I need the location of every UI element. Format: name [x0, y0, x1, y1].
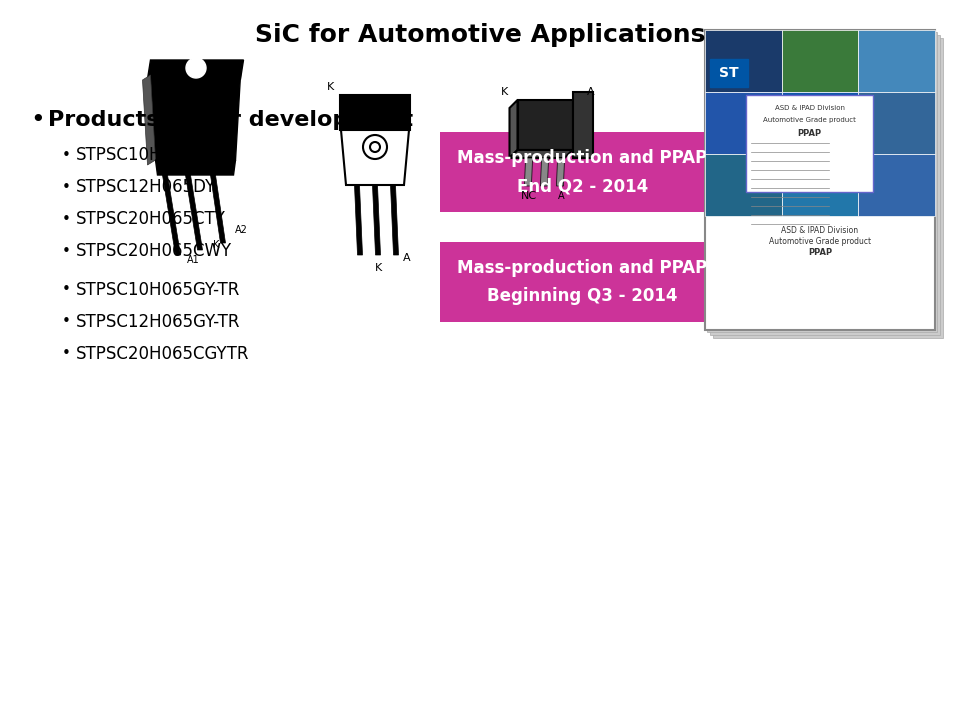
- Bar: [858, 92, 935, 154]
- Text: A: A: [558, 191, 564, 201]
- Bar: [710, 35, 940, 335]
- Polygon shape: [391, 185, 398, 255]
- Text: Mass-production and PPAP: Mass-production and PPAP: [457, 259, 708, 277]
- Polygon shape: [510, 150, 572, 158]
- Text: A: A: [587, 87, 594, 97]
- Bar: [747, 95, 873, 192]
- FancyBboxPatch shape: [440, 132, 725, 212]
- Text: STPSC12H065DY: STPSC12H065DY: [76, 178, 216, 196]
- Text: STPSC12H065GY-TR: STPSC12H065GY-TR: [76, 313, 241, 331]
- Polygon shape: [142, 75, 156, 165]
- Text: K: K: [213, 240, 220, 250]
- Text: STPSC20H065CGYTR: STPSC20H065CGYTR: [76, 345, 250, 363]
- Text: STPSC20H065CTY: STPSC20H065CTY: [76, 210, 226, 228]
- Polygon shape: [557, 158, 564, 186]
- Text: •: •: [62, 212, 71, 227]
- Text: A2: A2: [235, 225, 248, 235]
- Text: STPSC10H065GY-TR: STPSC10H065GY-TR: [76, 281, 240, 299]
- Circle shape: [363, 135, 387, 159]
- Polygon shape: [162, 175, 180, 255]
- Circle shape: [186, 58, 206, 78]
- Text: Beginning Q3 - 2014: Beginning Q3 - 2014: [488, 287, 678, 305]
- Bar: [710, 59, 748, 87]
- Bar: [707, 32, 937, 332]
- Text: STPSC10H065DY: STPSC10H065DY: [76, 146, 216, 164]
- Polygon shape: [148, 60, 244, 79]
- Text: K: K: [374, 263, 382, 273]
- Text: ASD & IPAD Division: ASD & IPAD Division: [781, 226, 858, 235]
- Polygon shape: [524, 158, 533, 186]
- Text: PPAP: PPAP: [798, 130, 822, 138]
- Text: Automotive Grade product: Automotive Grade product: [769, 237, 871, 246]
- Polygon shape: [517, 100, 572, 150]
- Bar: [781, 30, 858, 92]
- Text: A1: A1: [187, 255, 200, 265]
- Polygon shape: [540, 158, 548, 186]
- Text: •: •: [62, 282, 71, 297]
- Bar: [858, 154, 935, 216]
- Text: •: •: [30, 108, 45, 132]
- Polygon shape: [572, 92, 592, 158]
- Text: Products under development: Products under development: [48, 110, 413, 130]
- Bar: [705, 30, 935, 330]
- Polygon shape: [210, 175, 226, 243]
- Text: STPSC20H065CWY: STPSC20H065CWY: [76, 242, 232, 260]
- Bar: [713, 38, 943, 338]
- Polygon shape: [510, 100, 517, 158]
- Text: •: •: [62, 148, 71, 163]
- FancyBboxPatch shape: [440, 242, 725, 322]
- Text: •: •: [62, 346, 71, 361]
- Text: K: K: [326, 82, 334, 92]
- Text: A: A: [403, 253, 411, 263]
- Bar: [340, 95, 410, 130]
- Text: SiC for Automotive Applications: SiC for Automotive Applications: [254, 23, 706, 47]
- Polygon shape: [341, 130, 409, 185]
- Polygon shape: [372, 185, 380, 255]
- Text: •: •: [62, 315, 71, 330]
- Text: ASD & IPAD Division: ASD & IPAD Division: [775, 105, 845, 112]
- Polygon shape: [354, 185, 363, 255]
- Text: •: •: [62, 179, 71, 194]
- Bar: [705, 30, 781, 92]
- Bar: [781, 92, 858, 154]
- Text: PPAP: PPAP: [808, 248, 832, 257]
- Circle shape: [370, 142, 380, 152]
- Polygon shape: [185, 175, 203, 250]
- Polygon shape: [151, 75, 241, 160]
- Text: Mass-production and PPAP: Mass-production and PPAP: [457, 149, 708, 167]
- Bar: [705, 154, 781, 216]
- Text: NC: NC: [521, 191, 537, 201]
- Polygon shape: [156, 160, 235, 175]
- Text: End Q2 - 2014: End Q2 - 2014: [516, 177, 648, 195]
- Bar: [705, 92, 781, 154]
- Text: ST: ST: [719, 66, 739, 80]
- Text: •: •: [62, 243, 71, 258]
- Bar: [858, 30, 935, 92]
- Text: K: K: [501, 87, 508, 97]
- Bar: [781, 154, 858, 216]
- Text: Automotive Grade product: Automotive Grade product: [763, 117, 856, 123]
